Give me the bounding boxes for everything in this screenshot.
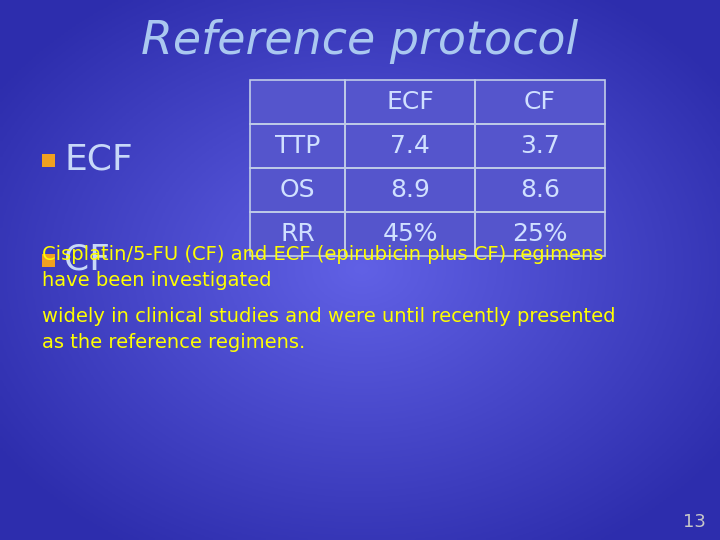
Text: widely in clinical studies and were until recently presented: widely in clinical studies and were unti…: [42, 307, 616, 327]
Text: 13: 13: [683, 513, 706, 531]
Text: ECF: ECF: [386, 90, 434, 114]
Text: RR: RR: [280, 222, 315, 246]
Bar: [250, 124, 345, 168]
Bar: [475, 80, 605, 124]
Text: as the reference regimens.: as the reference regimens.: [42, 334, 305, 353]
Text: 8.6: 8.6: [520, 178, 560, 202]
Text: 7.4: 7.4: [390, 134, 430, 158]
Text: CF: CF: [524, 90, 556, 114]
Bar: [475, 168, 605, 212]
Text: Reference protocol: Reference protocol: [141, 19, 579, 64]
Bar: [42, 254, 55, 267]
Bar: [345, 212, 475, 256]
Bar: [250, 168, 345, 212]
Bar: [345, 124, 475, 168]
Bar: [475, 124, 605, 168]
Text: have been investigated: have been investigated: [42, 272, 271, 291]
Text: 8.9: 8.9: [390, 178, 430, 202]
Bar: [475, 212, 605, 256]
Bar: [250, 212, 345, 256]
Text: OS: OS: [280, 178, 315, 202]
Text: 45%: 45%: [382, 222, 438, 246]
Bar: [250, 80, 605, 256]
Text: CF: CF: [64, 243, 110, 277]
Text: TTP: TTP: [275, 134, 320, 158]
Bar: [345, 168, 475, 212]
Bar: [42, 154, 55, 167]
Text: 25%: 25%: [512, 222, 568, 246]
Text: 3.7: 3.7: [520, 134, 560, 158]
Text: ECF: ECF: [64, 143, 132, 177]
Bar: [345, 80, 475, 124]
Text: Cisplatin/5-FU (CF) and ECF (epirubicin plus CF) regimens: Cisplatin/5-FU (CF) and ECF (epirubicin …: [42, 246, 603, 265]
Bar: [250, 80, 345, 124]
